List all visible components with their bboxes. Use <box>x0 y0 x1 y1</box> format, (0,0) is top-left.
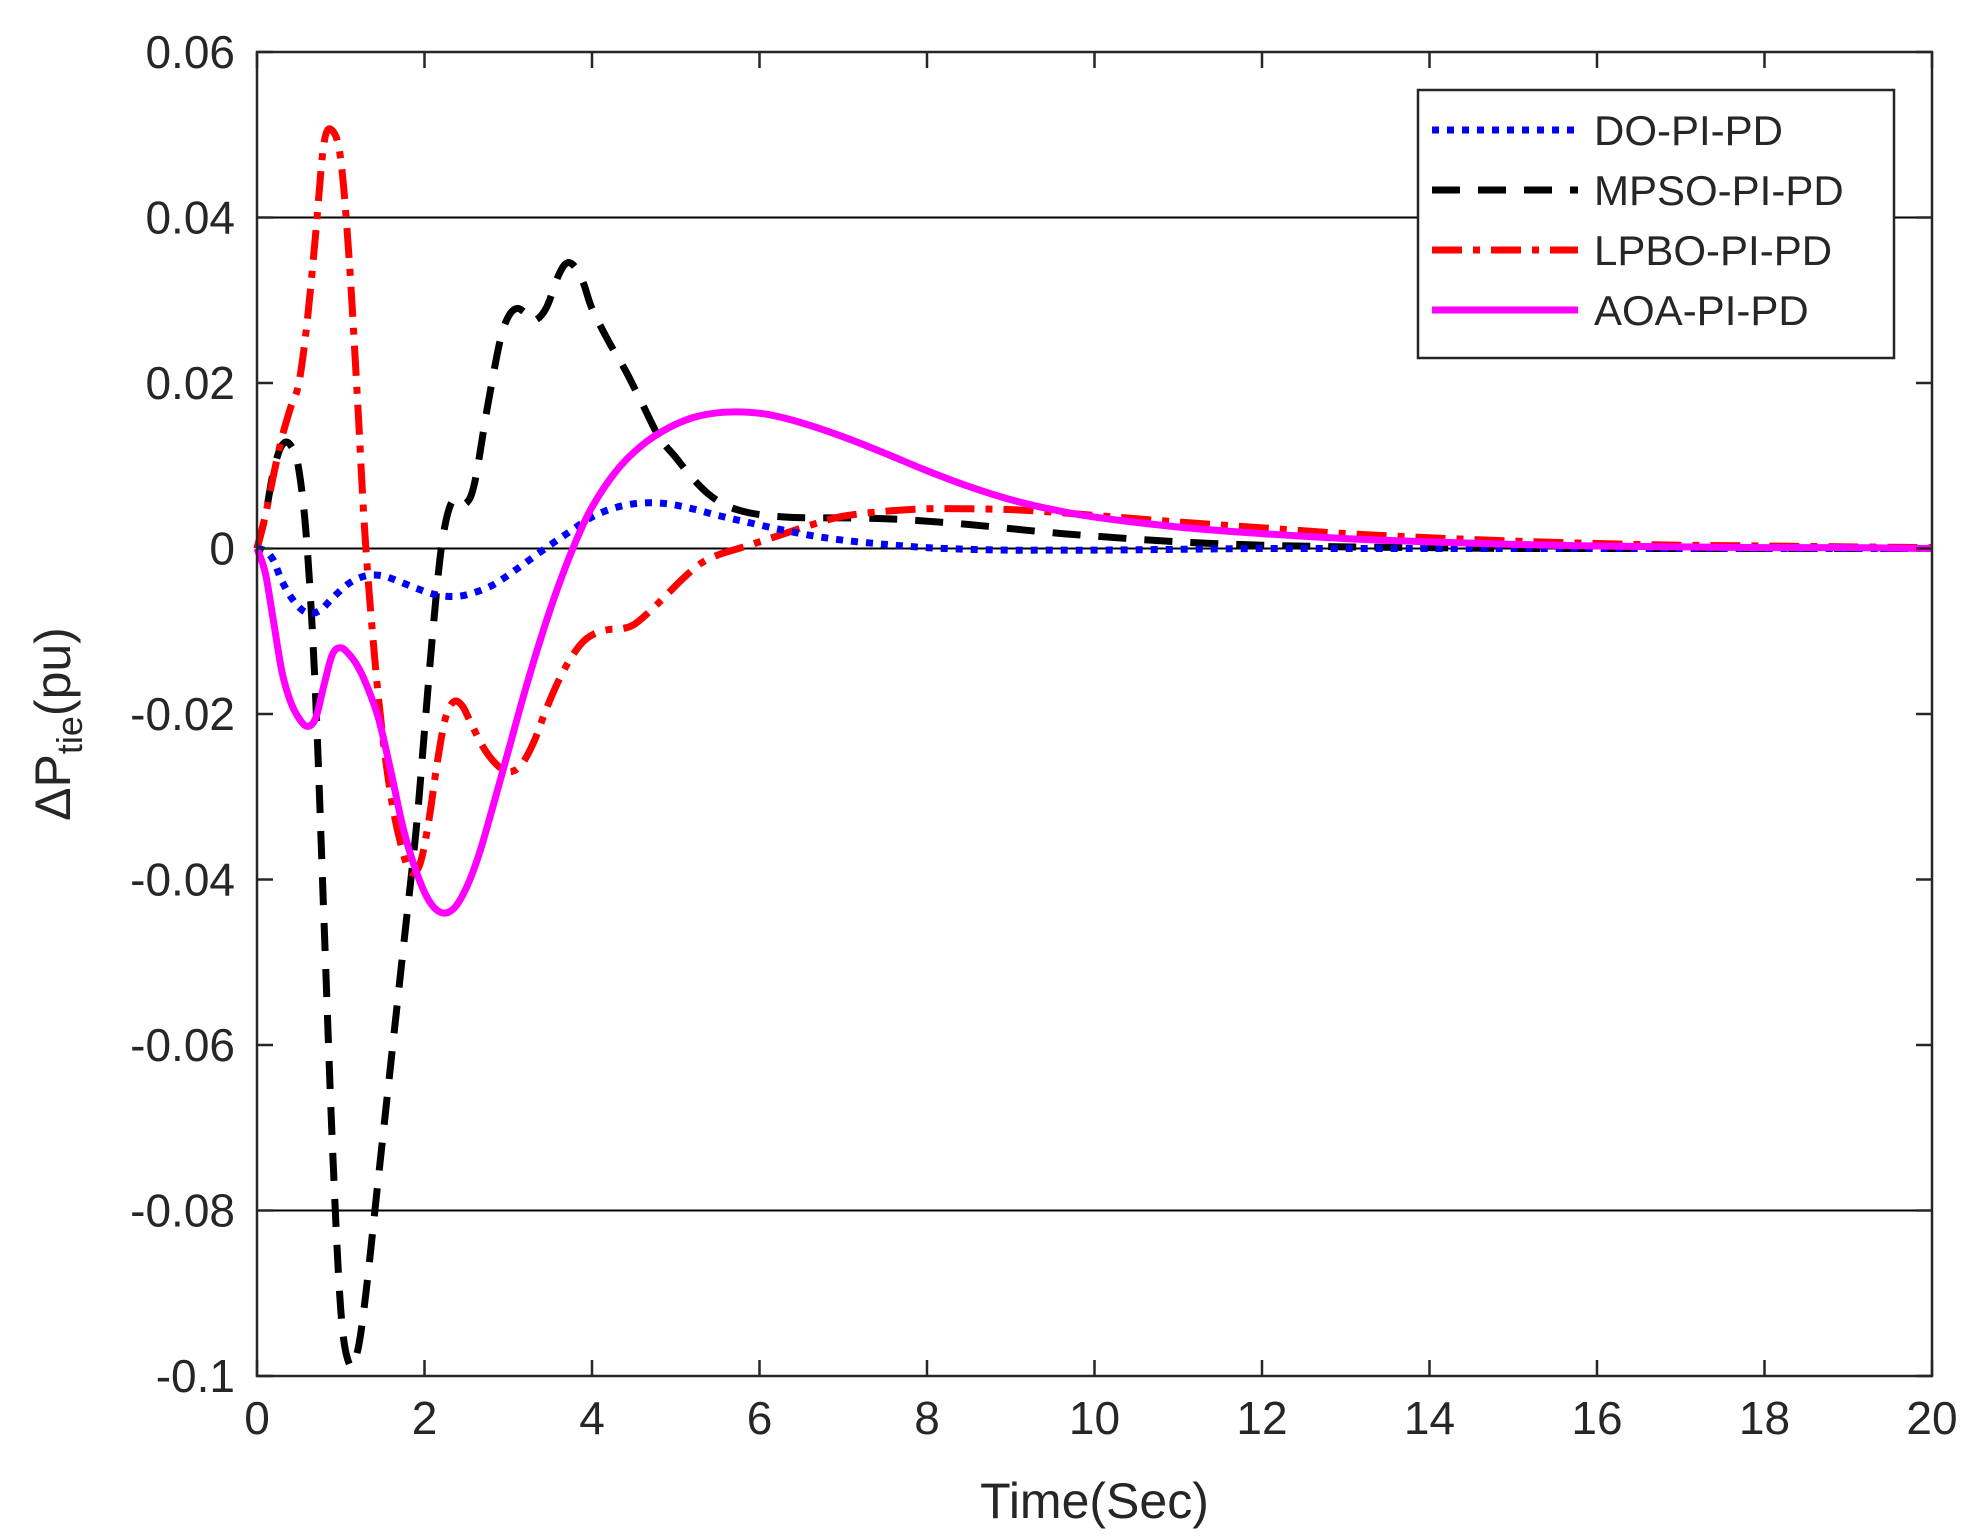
x-tick-label: 14 <box>1404 1392 1455 1444</box>
x-axis-label: Time(Sec) <box>980 1473 1209 1529</box>
x-tick-label: 2 <box>412 1392 438 1444</box>
y-tick-labels: -0.1 -0.08 -0.06 -0.04 -0.02 0 0.02 0.04 0.06 <box>130 26 235 1402</box>
y-tick-label: -0.02 <box>130 688 235 740</box>
y-tick-label: 0.02 <box>145 357 235 409</box>
series-layer <box>253 125 1933 1370</box>
series-line-do-pi-pd <box>256 499 1932 618</box>
x-tick-label: 10 <box>1069 1392 1120 1444</box>
legend-entries: DO-PI-PD MPSO-PI-PD LPBO-PI-PD AOA-PI-PD <box>1432 107 1844 334</box>
legend-entry-lpbo-pi-pd: LPBO-PI-PD <box>1432 227 1832 274</box>
x-tick-label: 0 <box>244 1392 270 1444</box>
y-tick-label: -0.04 <box>130 854 235 906</box>
series-line-mpso-pi-pd <box>253 259 1932 1370</box>
legend-entry-aoa-pi-pd: AOA-PI-PD <box>1432 287 1809 334</box>
x-tick-label: 6 <box>747 1392 773 1444</box>
x-tick-label: 20 <box>1906 1392 1957 1444</box>
series-line-aoa-pi-pd <box>253 408 1933 917</box>
x-tick-label: 12 <box>1236 1392 1287 1444</box>
y-tick-label: 0.04 <box>145 192 235 244</box>
series-line-lpbo-pi-pd <box>253 125 1933 877</box>
legend-label-do-pi-pd: DO-PI-PD <box>1594 107 1783 154</box>
legend-entry-do-pi-pd: DO-PI-PD <box>1432 107 1783 154</box>
x-tick-label: 8 <box>914 1392 940 1444</box>
legend-label-aoa-pi-pd: AOA-PI-PD <box>1594 287 1809 334</box>
y-axis-label-unit: (pu) <box>25 627 81 716</box>
legend-label-lpbo-pi-pd: LPBO-PI-PD <box>1594 227 1832 274</box>
y-tick-label: 0 <box>209 523 235 575</box>
y-axis-label: ΔPtie(pu) <box>25 627 90 821</box>
y-tick-label: -0.06 <box>130 1019 235 1071</box>
x-tick-label: 18 <box>1739 1392 1790 1444</box>
y-axis-label-subscript: tie <box>49 716 90 754</box>
y-tick-label: -0.1 <box>156 1350 235 1402</box>
y-axis-label-main: ΔP <box>25 754 81 821</box>
legend-entry-mpso-pi-pd: MPSO-PI-PD <box>1432 167 1844 214</box>
x-tick-label: 16 <box>1571 1392 1622 1444</box>
legend-label-mpso-pi-pd: MPSO-PI-PD <box>1594 167 1844 214</box>
y-tick-label: -0.08 <box>130 1185 235 1237</box>
legend: DO-PI-PD MPSO-PI-PD LPBO-PI-PD AOA-PI-PD <box>1416 88 1896 360</box>
y-tick-label: 0.06 <box>145 26 235 78</box>
x-tick-labels: 0 2 4 6 8 10 12 14 16 18 20 <box>244 1392 1957 1444</box>
axis-ticks <box>255 50 1934 1378</box>
x-tick-label: 4 <box>579 1392 605 1444</box>
